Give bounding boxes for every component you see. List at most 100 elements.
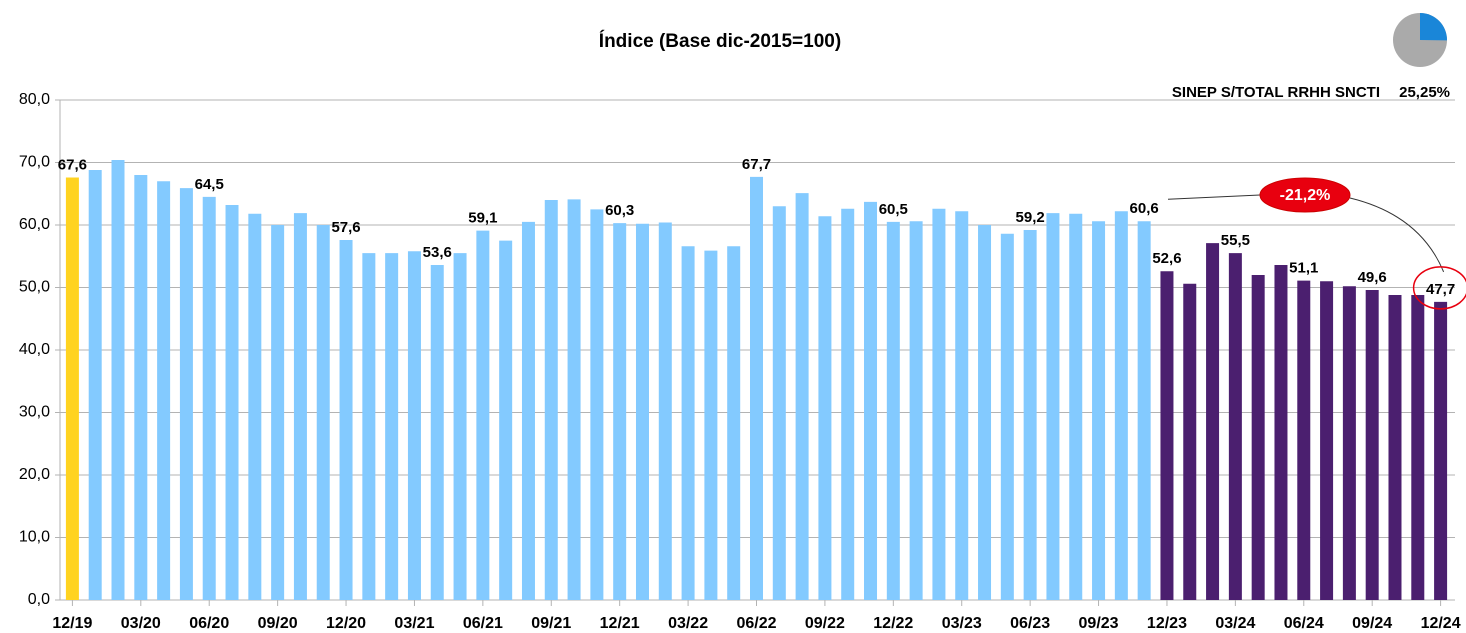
x-tick-label: 12/24 bbox=[1421, 615, 1461, 632]
bar bbox=[476, 230, 490, 600]
bar bbox=[111, 160, 125, 600]
x-tick-label: 03/23 bbox=[942, 615, 982, 632]
bar bbox=[544, 200, 558, 600]
bar bbox=[499, 240, 513, 600]
y-tick-label: 20,0 bbox=[19, 466, 50, 483]
highlight-circle bbox=[1412, 266, 1466, 310]
bar bbox=[407, 251, 421, 600]
bar bbox=[65, 177, 79, 600]
bar bbox=[635, 223, 649, 600]
value-label: 64,5 bbox=[195, 176, 224, 193]
x-tick-label: 06/23 bbox=[1010, 615, 1050, 632]
bar bbox=[453, 253, 467, 600]
bar bbox=[179, 188, 193, 600]
value-label: 52,6 bbox=[1152, 250, 1181, 267]
value-label: 60,6 bbox=[1130, 200, 1159, 217]
share-label: SINEP S/TOTAL RRHH SNCTI bbox=[1172, 84, 1380, 101]
bar bbox=[932, 208, 946, 600]
annotation-bubble bbox=[1259, 177, 1351, 213]
value-label: 57,6 bbox=[331, 219, 360, 236]
bar bbox=[225, 205, 239, 600]
x-tick-label: 09/22 bbox=[805, 615, 845, 632]
x-tick-label: 03/20 bbox=[121, 615, 161, 632]
annotation-connector bbox=[1349, 197, 1445, 273]
bar bbox=[316, 225, 330, 600]
x-tick-label: 09/24 bbox=[1352, 615, 1392, 632]
bar bbox=[795, 193, 809, 600]
x-tick-label: 12/21 bbox=[600, 615, 640, 632]
bar bbox=[248, 213, 262, 600]
bar bbox=[271, 225, 285, 600]
bar bbox=[1137, 221, 1151, 600]
bar bbox=[1023, 230, 1037, 600]
chart-title: Índice (Base dic-2015=100) bbox=[599, 30, 841, 52]
y-tick-label: 80,0 bbox=[19, 91, 50, 108]
value-label: 47,7 bbox=[1426, 281, 1455, 298]
bar bbox=[293, 213, 307, 600]
bar bbox=[590, 209, 604, 600]
bar bbox=[339, 240, 353, 600]
y-tick-label: 40,0 bbox=[19, 341, 50, 358]
x-tick-label: 12/20 bbox=[326, 615, 366, 632]
y-tick-label: 30,0 bbox=[19, 404, 50, 421]
bar bbox=[385, 253, 399, 600]
bar bbox=[134, 175, 148, 600]
value-label: 67,6 bbox=[58, 156, 87, 173]
bar bbox=[1160, 271, 1174, 600]
bar bbox=[1320, 281, 1334, 600]
bar bbox=[909, 221, 923, 600]
x-tick-label: 06/20 bbox=[189, 615, 229, 632]
y-tick-label: 70,0 bbox=[19, 154, 50, 171]
bar bbox=[772, 206, 786, 600]
bar bbox=[886, 221, 900, 600]
bar bbox=[704, 250, 718, 600]
bar bbox=[202, 196, 216, 600]
bar bbox=[1342, 286, 1356, 600]
y-tick-label: 10,0 bbox=[19, 529, 50, 546]
bar bbox=[658, 222, 672, 600]
y-tick-label: 50,0 bbox=[19, 279, 50, 296]
value-label: 60,5 bbox=[879, 201, 908, 218]
x-tick-label: 12/19 bbox=[52, 615, 92, 632]
bar bbox=[1046, 213, 1060, 600]
bar bbox=[864, 201, 878, 600]
bar bbox=[750, 176, 763, 600]
bar bbox=[1388, 295, 1402, 600]
bar bbox=[567, 199, 581, 600]
x-tick-label: 03/21 bbox=[394, 615, 434, 632]
y-tick-label: 0,0 bbox=[28, 591, 50, 608]
bar bbox=[362, 253, 376, 600]
annotation-connector bbox=[1167, 194, 1261, 200]
bar bbox=[1000, 233, 1014, 600]
bar bbox=[1297, 280, 1311, 600]
bar bbox=[157, 181, 171, 600]
x-tick-label: 06/22 bbox=[736, 615, 776, 632]
bar bbox=[613, 223, 627, 600]
bar bbox=[1092, 221, 1106, 600]
x-tick-label: 06/21 bbox=[463, 615, 503, 632]
value-label: 53,6 bbox=[423, 244, 452, 261]
bar bbox=[521, 221, 535, 600]
bar bbox=[1183, 283, 1197, 600]
bar bbox=[1434, 301, 1448, 600]
x-tick-label: 12/22 bbox=[873, 615, 913, 632]
bar bbox=[955, 211, 969, 600]
x-tick-label: 09/23 bbox=[1079, 615, 1119, 632]
x-tick-label: 09/20 bbox=[258, 615, 298, 632]
bar bbox=[1411, 295, 1425, 600]
bar bbox=[88, 170, 102, 600]
bar bbox=[430, 265, 444, 600]
bar bbox=[1251, 275, 1265, 600]
bar bbox=[1228, 253, 1242, 600]
value-label: 49,6 bbox=[1358, 269, 1387, 286]
x-tick-label: 06/24 bbox=[1284, 615, 1324, 632]
bar bbox=[727, 246, 741, 600]
bar bbox=[1365, 290, 1379, 600]
annotation-label: -21,2% bbox=[1280, 187, 1331, 204]
bar bbox=[1069, 213, 1083, 600]
y-tick-label: 60,0 bbox=[19, 216, 50, 233]
x-tick-label: 03/22 bbox=[668, 615, 708, 632]
value-label: 59,2 bbox=[1016, 209, 1045, 226]
bar bbox=[681, 246, 695, 600]
